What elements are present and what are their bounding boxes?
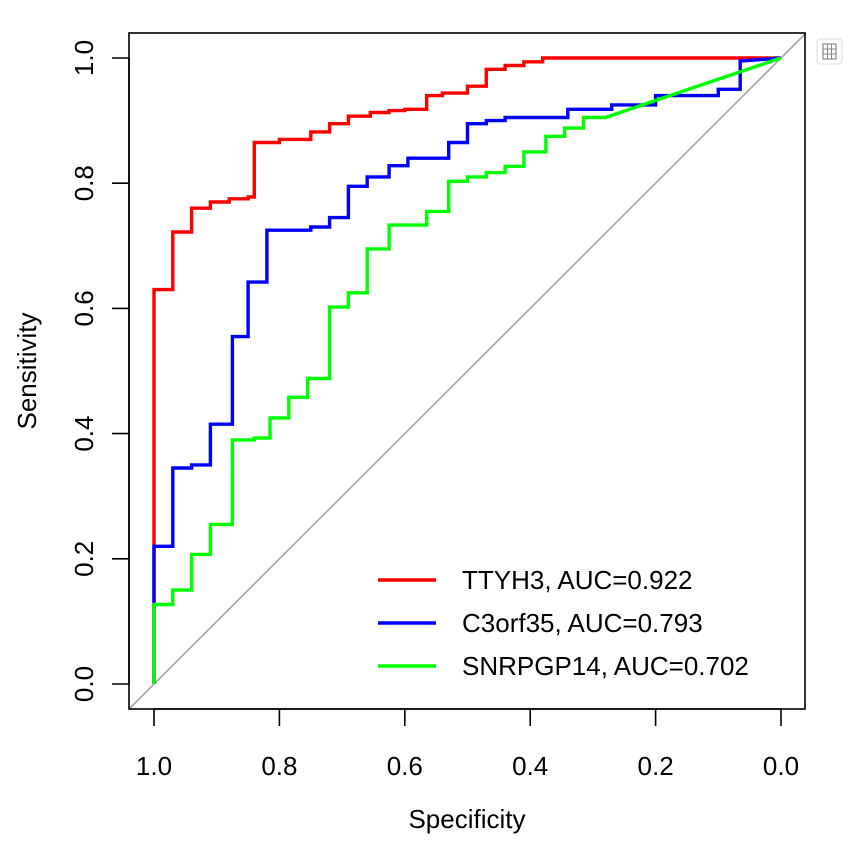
x-tick-label: 0.0 xyxy=(763,751,799,781)
reference-diagonal-line xyxy=(128,32,807,710)
y-tick-label: 0.6 xyxy=(69,290,99,326)
legend-label: C3orf35, AUC=0.793 xyxy=(462,608,703,638)
y-axis-label: Sensitivity xyxy=(12,312,42,429)
x-tick-label: 1.0 xyxy=(136,751,172,781)
y-tick-label: 0.0 xyxy=(69,666,99,702)
y-tick-label: 0.4 xyxy=(69,416,99,452)
series-layer xyxy=(152,56,782,684)
grid-toolbar-icon[interactable] xyxy=(816,38,843,65)
x-tick-label: 0.6 xyxy=(387,751,423,781)
series-line-3 xyxy=(152,56,782,684)
legend-label: TTYH3, AUC=0.922 xyxy=(462,565,693,595)
y-tick-label: 1.0 xyxy=(69,40,99,76)
series-line-2 xyxy=(152,56,782,684)
reference-diagonal xyxy=(128,32,807,710)
x-tick-label: 0.8 xyxy=(261,751,297,781)
x-axis-label: Specificity xyxy=(408,804,525,834)
x-tick-label: 0.4 xyxy=(512,751,548,781)
y-tick-label: 0.8 xyxy=(69,165,99,201)
y-tick-label: 0.2 xyxy=(69,541,99,577)
legend-label: SNRPGP14, AUC=0.702 xyxy=(462,651,749,681)
legend: TTYH3, AUC=0.922 C3orf35, AUC=0.793 SNRPGP… xyxy=(378,565,749,681)
x-tick-label: 0.2 xyxy=(638,751,674,781)
x-axis: 1.0 0.8 0.6 0.4 0.2 0.0 xyxy=(136,708,799,781)
series-line-1 xyxy=(152,56,781,684)
y-axis: 0.0 0.2 0.4 0.6 0.8 1.0 xyxy=(69,40,130,702)
